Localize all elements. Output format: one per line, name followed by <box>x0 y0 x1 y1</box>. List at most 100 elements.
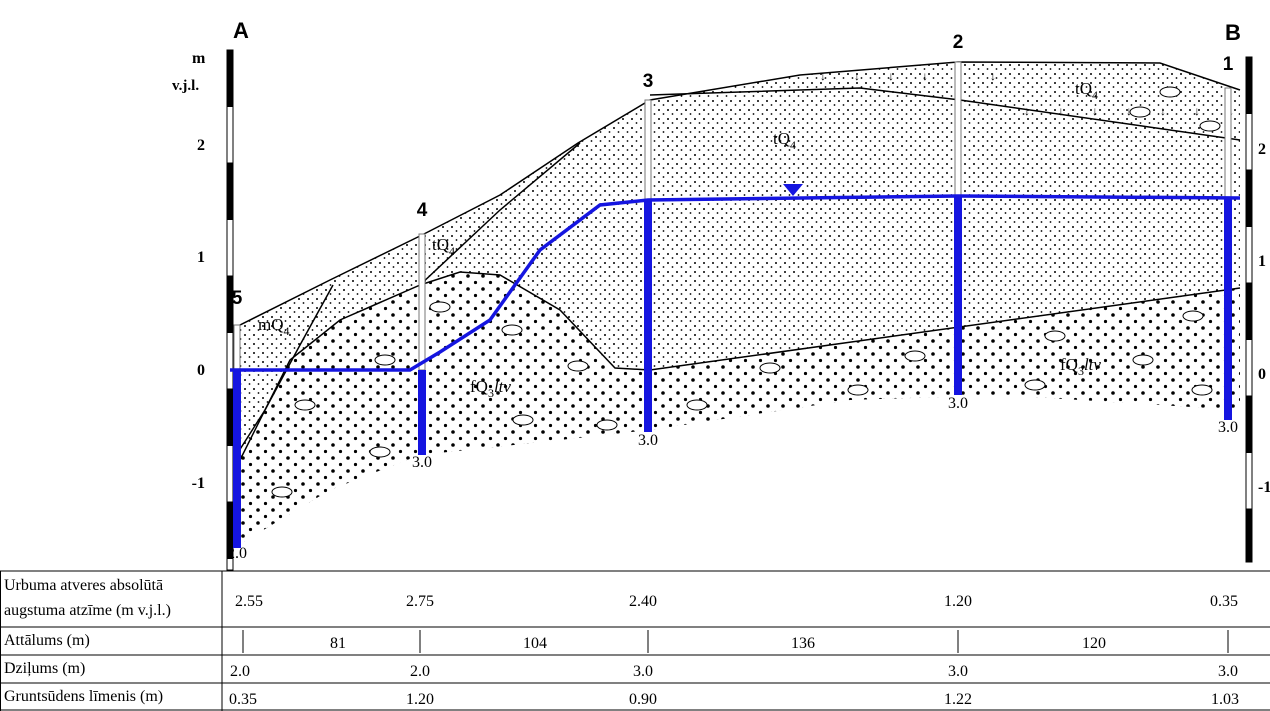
cell: 0.90 <box>629 691 657 708</box>
borehole-tube <box>955 62 961 197</box>
cell: 0.35 <box>229 691 257 708</box>
borehole-tube <box>234 325 240 370</box>
pebble <box>1130 107 1150 117</box>
pebble <box>370 447 390 457</box>
row-label: Attālums (m) <box>4 632 90 649</box>
casing <box>954 197 962 395</box>
scale-segment <box>1246 283 1252 340</box>
scale-label: 2 <box>1258 141 1266 158</box>
borehole-number: 2 <box>953 32 964 53</box>
scale-label: 1 <box>1258 253 1266 270</box>
borehole-tube <box>1225 88 1231 198</box>
borehole-tube <box>419 234 425 370</box>
pebble <box>1192 385 1212 395</box>
pebble <box>1025 380 1045 390</box>
layer-index: 4 <box>1092 88 1098 102</box>
casing <box>233 370 241 548</box>
pebble <box>568 361 588 371</box>
scale-segment <box>227 107 233 164</box>
layer-suffix: ltv <box>494 377 511 396</box>
scale-segment <box>227 333 233 390</box>
row-label: Dziļums (m) <box>4 660 85 677</box>
arrow-mark: ↓ <box>922 69 928 83</box>
casing <box>644 200 652 432</box>
unit: m <box>192 50 206 67</box>
layer-index: 4 <box>790 138 796 152</box>
cell: 104 <box>523 635 547 652</box>
arrow-mark: ↓ <box>990 69 996 83</box>
row-label: Gruntsūdens līmenis (m) <box>4 688 163 705</box>
arrow-mark: ↓ <box>888 69 894 83</box>
cell: 120 <box>1082 635 1106 652</box>
row-label: Urbuma atveres absolūtā <box>4 577 163 594</box>
layer-code: mQ <box>258 315 284 334</box>
layer-code: tQ <box>432 235 449 254</box>
cell: 1.20 <box>406 691 434 708</box>
cell: 1.20 <box>944 593 972 610</box>
pebble <box>430 302 450 312</box>
scale-segment <box>1246 396 1252 453</box>
borehole-tube <box>645 100 651 200</box>
borehole-number: 3 <box>643 71 654 92</box>
cell: 2.40 <box>629 593 657 610</box>
depth-label: 3.0 <box>638 432 658 449</box>
layer-code: fQ <box>470 377 488 396</box>
scale-segment <box>1246 509 1252 562</box>
scale-segment <box>227 389 233 446</box>
pebble <box>905 351 925 361</box>
arrow-mark: ↓ <box>1160 104 1166 118</box>
pebble <box>1133 355 1153 365</box>
cell: 2.75 <box>406 593 434 610</box>
scale-segment <box>227 446 233 503</box>
pebble <box>502 325 522 335</box>
scale-segment <box>227 220 233 277</box>
cell: 81 <box>330 635 346 652</box>
cell: 0.35 <box>1210 593 1238 610</box>
pebble <box>1183 311 1203 321</box>
arrow-mark: ↓ <box>820 69 826 83</box>
pebble <box>1045 331 1065 341</box>
pebble <box>1200 121 1220 131</box>
scale-segment <box>1246 170 1252 227</box>
cell: 2.0 <box>410 663 430 680</box>
cell: 3.0 <box>948 663 968 680</box>
scale-label: -1 <box>1258 479 1270 496</box>
section-end: B <box>1225 20 1241 45</box>
scale-segment <box>1246 57 1252 114</box>
pebble <box>375 355 395 365</box>
scale-label: 1 <box>197 249 205 266</box>
arrow-mark: ↓ <box>1126 104 1132 118</box>
pebble <box>687 400 707 410</box>
arrow-mark: ↓ <box>1092 104 1098 118</box>
cell: 2.55 <box>235 593 263 610</box>
scale-segment <box>1246 453 1252 510</box>
scale-label: 0 <box>1258 366 1266 383</box>
pebble <box>760 363 780 373</box>
borehole-number: 1 <box>1223 54 1234 75</box>
pebble <box>295 400 315 410</box>
pebble <box>272 487 292 497</box>
scale-segment <box>1246 340 1252 397</box>
depth-label: 3.0 <box>948 395 968 412</box>
cell: 2.0 <box>230 663 250 680</box>
cell: 136 <box>791 635 815 652</box>
cell: 1.22 <box>944 691 972 708</box>
section-start: A <box>233 18 249 43</box>
pebble <box>513 415 533 425</box>
cell: 3.0 <box>1218 663 1238 680</box>
pebble <box>1160 87 1180 97</box>
arrow-mark: ↓ <box>1024 104 1030 118</box>
row-label: augstuma atzīme (m v.j.l.) <box>4 602 171 619</box>
scale-segment <box>1246 114 1252 171</box>
cell: 1.03 <box>1211 691 1239 708</box>
borehole-number: 5 <box>232 288 243 309</box>
casing <box>418 370 426 455</box>
arrow-mark: ↓ <box>1194 104 1200 118</box>
scale-segment <box>1246 227 1252 284</box>
layer-code: tQ <box>1075 79 1092 98</box>
pebble <box>597 420 617 430</box>
layer-suffix: ltv <box>1084 355 1101 374</box>
pebble <box>848 385 868 395</box>
layer-index: 4 <box>449 244 455 258</box>
layer-index: 4 <box>284 324 290 338</box>
